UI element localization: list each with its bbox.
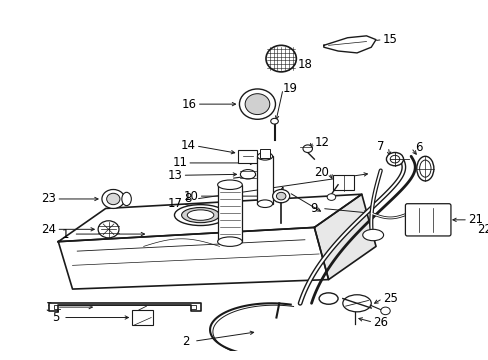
Ellipse shape <box>419 160 430 177</box>
Text: 12: 12 <box>314 136 329 149</box>
Text: 19: 19 <box>283 82 298 95</box>
Ellipse shape <box>326 194 335 201</box>
Bar <box>257 156 272 204</box>
Ellipse shape <box>98 221 119 238</box>
Bar <box>260 149 269 158</box>
Bar <box>333 175 353 190</box>
Text: 3: 3 <box>45 301 52 314</box>
Text: 8: 8 <box>184 193 191 206</box>
Text: 21: 21 <box>467 213 482 226</box>
Ellipse shape <box>380 307 389 315</box>
Ellipse shape <box>181 207 219 223</box>
Text: 5: 5 <box>52 311 59 324</box>
Text: 23: 23 <box>41 193 56 206</box>
Ellipse shape <box>217 180 242 189</box>
Ellipse shape <box>122 192 131 206</box>
Text: 1: 1 <box>62 228 69 240</box>
Text: 17: 17 <box>167 197 182 210</box>
Ellipse shape <box>276 192 285 200</box>
Ellipse shape <box>303 145 312 153</box>
Ellipse shape <box>239 89 275 119</box>
Ellipse shape <box>362 229 383 241</box>
Ellipse shape <box>106 193 120 204</box>
Ellipse shape <box>240 170 255 179</box>
Text: 22: 22 <box>477 223 488 236</box>
Ellipse shape <box>174 204 226 225</box>
Text: 4: 4 <box>277 186 285 199</box>
Ellipse shape <box>272 189 289 203</box>
Text: 25: 25 <box>382 292 397 305</box>
Ellipse shape <box>257 200 272 207</box>
Text: 9: 9 <box>310 202 318 215</box>
Text: 20: 20 <box>314 166 329 179</box>
Ellipse shape <box>217 237 242 246</box>
Polygon shape <box>58 228 328 289</box>
Ellipse shape <box>389 156 399 163</box>
Ellipse shape <box>257 153 272 160</box>
Ellipse shape <box>319 293 337 304</box>
Text: 10: 10 <box>183 190 198 203</box>
Ellipse shape <box>102 189 124 208</box>
Text: 11: 11 <box>172 157 187 170</box>
Polygon shape <box>58 194 361 242</box>
Ellipse shape <box>244 94 269 114</box>
Text: 2: 2 <box>182 335 190 348</box>
Ellipse shape <box>416 156 433 181</box>
Text: 15: 15 <box>382 33 397 46</box>
Text: 14: 14 <box>181 139 195 152</box>
Text: 18: 18 <box>297 58 312 71</box>
Ellipse shape <box>265 45 296 72</box>
Polygon shape <box>49 303 200 311</box>
Polygon shape <box>314 194 375 280</box>
Text: 26: 26 <box>372 316 387 329</box>
Bar <box>132 310 153 325</box>
Ellipse shape <box>187 210 213 220</box>
Text: 7: 7 <box>376 140 384 153</box>
Text: 13: 13 <box>167 169 182 182</box>
Polygon shape <box>323 36 375 53</box>
Ellipse shape <box>342 295 370 312</box>
Bar <box>217 185 242 242</box>
Text: 24: 24 <box>41 223 56 236</box>
Bar <box>470 219 488 237</box>
Ellipse shape <box>386 153 403 166</box>
Bar <box>238 150 257 163</box>
Text: 16: 16 <box>182 98 196 111</box>
Text: 6: 6 <box>414 141 422 154</box>
Ellipse shape <box>270 118 278 124</box>
FancyBboxPatch shape <box>405 204 450 236</box>
